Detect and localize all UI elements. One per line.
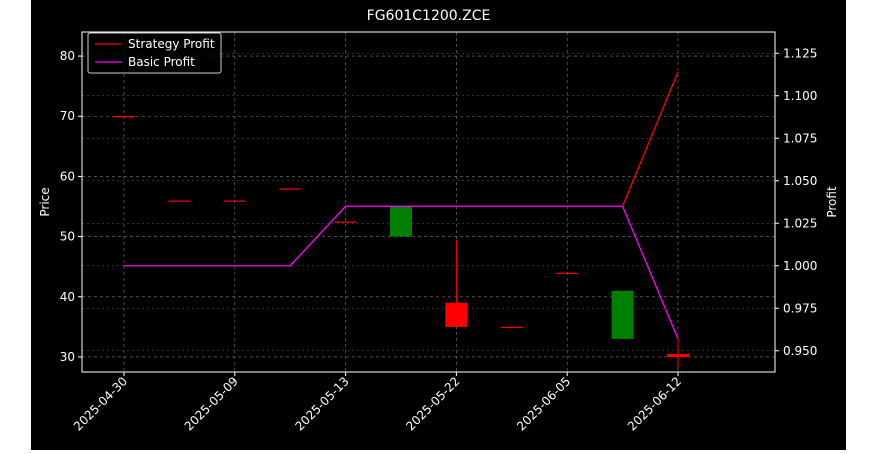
candle	[500, 326, 523, 329]
candle	[334, 221, 357, 223]
candle-body	[500, 326, 523, 329]
legend-box	[87, 32, 222, 74]
candle-body	[445, 302, 468, 327]
candle-body	[556, 272, 579, 274]
y-right-tick-label: 1.000	[783, 259, 817, 273]
y-right-tick-label: 1.125	[783, 46, 817, 60]
candle-body	[168, 200, 191, 202]
candle-body	[223, 200, 246, 202]
profit-lines	[124, 71, 679, 340]
y-right-tick-label: 1.050	[783, 174, 817, 188]
candle	[168, 200, 191, 202]
y-axis-left-label: Price	[38, 187, 52, 216]
candle	[556, 272, 579, 274]
y-right-tick-label: 1.075	[783, 131, 817, 145]
legend-label-strategy-profit: Strategy Profit	[128, 37, 215, 51]
candle-body	[113, 116, 135, 118]
candle-body	[390, 206, 412, 237]
candle	[611, 290, 634, 339]
figure-background	[31, 0, 846, 450]
y-left-tick-label: 80	[60, 49, 75, 63]
y-left-tick-label: 40	[60, 290, 75, 304]
y-right-tick-label: 1.100	[783, 89, 817, 103]
candle	[113, 116, 135, 118]
y-left-tick-label: 70	[60, 109, 75, 123]
chart-title: FG601C1200.ZCE	[367, 8, 491, 24]
candle-body	[334, 221, 357, 223]
candle-body	[611, 290, 634, 339]
candle	[390, 206, 412, 237]
candle	[279, 188, 302, 190]
y-right-tick-label: 0.950	[783, 344, 817, 358]
legend: Strategy Profit Basic Profit	[87, 32, 222, 74]
candle	[223, 200, 246, 202]
candle	[667, 338, 689, 369]
candle-body	[279, 188, 302, 190]
legend-label-basic-profit: Basic Profit	[128, 55, 195, 69]
y-left-tick-label: 60	[60, 169, 75, 183]
y-right-tick-label: 0.975	[783, 301, 817, 315]
grid	[82, 32, 775, 372]
basic-profit-line	[124, 205, 679, 340]
candles	[113, 116, 689, 369]
y-left-tick-label: 50	[60, 230, 75, 244]
candle-body	[667, 353, 689, 357]
y-left-tick-label: 30	[60, 350, 75, 364]
y-axis-right-label: Profit	[825, 186, 839, 218]
strategy-profit-line	[621, 71, 679, 207]
plot-frame	[81, 31, 776, 373]
y-right-tick-label: 1.025	[783, 216, 817, 230]
candle	[445, 239, 468, 327]
